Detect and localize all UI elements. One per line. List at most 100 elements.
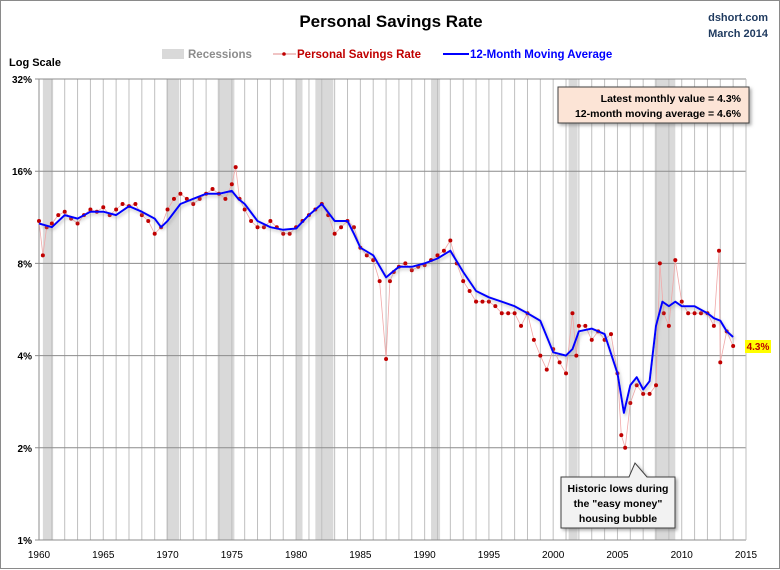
legend-item-recessions: Recessions [162, 49, 252, 61]
savings-rate-point [731, 343, 736, 348]
savings-rate-point [229, 182, 234, 187]
vertical-gridlines [38, 79, 747, 540]
savings-rate-point [146, 219, 151, 224]
savings-rate-point [371, 258, 376, 263]
savings-rate-point [223, 196, 228, 201]
recession-band [568, 79, 578, 540]
savings-rate-point [184, 196, 189, 201]
savings-rate-point [133, 202, 138, 207]
savings-rate-point [448, 238, 453, 243]
y-tick-label: 32% [12, 75, 32, 86]
x-tick-label: 1990 [414, 550, 437, 561]
savings-rate-point [435, 253, 440, 258]
savings-rate-point [673, 258, 678, 263]
savings-rate-point [519, 323, 524, 328]
savings-rate-point [570, 311, 575, 316]
latest-value-text: 4.3% [747, 342, 770, 353]
savings-rate-point [686, 311, 691, 316]
savings-rate-point [403, 261, 408, 266]
savings-rate-point [717, 248, 722, 253]
savings-rate-point [165, 207, 170, 212]
legend: Recessions Personal Savings Rate 12-Mont… [162, 49, 612, 61]
savings-rate-point [441, 248, 446, 253]
savings-rate-point [351, 225, 356, 230]
summary-latest-value: Latest monthly value = 4.3% [601, 93, 742, 105]
savings-rate-point [634, 383, 639, 388]
savings-rate-point [387, 279, 392, 284]
savings-rate-point [210, 186, 215, 191]
savings-rate-point [574, 353, 579, 358]
recession-band [217, 79, 235, 540]
date-label: March 2014 [708, 28, 769, 40]
savings-rate-point [493, 304, 498, 309]
legend-marker-savings [282, 52, 286, 56]
recession-band [315, 79, 334, 540]
savings-rate-point [576, 323, 581, 328]
savings-rate-point [679, 299, 684, 304]
savings-rate-point [512, 311, 517, 316]
savings-rate-point [152, 231, 157, 236]
y-tick-label: 8% [18, 259, 33, 270]
savings-rate-point [249, 219, 254, 224]
savings-rate-point [531, 337, 536, 342]
savings-rate-point [178, 191, 183, 196]
x-tick-label: 1970 [156, 550, 179, 561]
y-tick-labels: 32% 16% 8% 4% 2% 1% [12, 75, 32, 547]
legend-item-moving-average: 12-Month Moving Average [443, 49, 612, 61]
recession-band [431, 79, 441, 540]
x-tick-label: 1985 [349, 550, 372, 561]
savings-rate-point [692, 311, 697, 316]
series-savings-rate [37, 165, 736, 450]
savings-rate-point [384, 356, 389, 361]
savings-rate-point [409, 268, 414, 273]
savings-rate-point [499, 311, 504, 316]
savings-rate-point [114, 207, 119, 212]
savings-rate-point [654, 383, 659, 388]
x-tick-label: 1980 [285, 550, 308, 561]
savings-rate-point [120, 202, 125, 207]
savings-rate-point [242, 207, 247, 212]
savings-rate-point [40, 253, 45, 258]
savings-rate-point [583, 323, 588, 328]
x-tick-label: 1965 [92, 550, 115, 561]
savings-rate-point [261, 225, 266, 230]
savings-rate-point [49, 221, 54, 226]
savings-rate-point [641, 391, 646, 396]
recession-bands [42, 79, 676, 540]
savings-rate-point [589, 337, 594, 342]
legend-label-moving-average: 12-Month Moving Average [470, 49, 612, 61]
y-axis-label: Log Scale [9, 57, 61, 69]
savings-rate-point [287, 231, 292, 236]
summary-box: Latest monthly value = 4.3% 12-month mov… [557, 86, 750, 124]
latest-value-label: 4.3% [745, 340, 771, 353]
savings-rate-point [139, 213, 144, 218]
savings-rate-point [377, 279, 382, 284]
recession-band [166, 79, 180, 540]
savings-rate-point [332, 231, 337, 236]
savings-rate-point [364, 253, 369, 258]
savings-rate-point [699, 311, 704, 316]
savings-rate-point [467, 289, 472, 294]
legend-swatch-recessions [162, 49, 184, 59]
y-tick-label: 2% [18, 444, 33, 455]
callout-line-1: Historic lows during [568, 483, 669, 495]
callout-historic-lows: Historic lows during the "easy money" ho… [560, 462, 676, 529]
savings-rate-point [88, 207, 93, 212]
x-tick-label: 1995 [478, 550, 501, 561]
callout-line-2: the "easy money" [574, 498, 663, 510]
savings-rate-point [233, 165, 238, 170]
x-tick-label: 1975 [221, 550, 244, 561]
savings-rate-point [711, 323, 716, 328]
y-tick-label: 1% [18, 536, 33, 547]
savings-rate-point [486, 299, 491, 304]
savings-rate-point [506, 311, 511, 316]
legend-label-savings: Personal Savings Rate [297, 49, 421, 61]
callout-line-3: housing bubble [579, 513, 657, 525]
savings-rate-point [37, 219, 41, 224]
summary-moving-average: 12-month moving average = 4.6% [575, 108, 742, 120]
series-moving-average [38, 189, 734, 414]
savings-rate-point [101, 205, 106, 210]
savings-rate-point [474, 299, 479, 304]
